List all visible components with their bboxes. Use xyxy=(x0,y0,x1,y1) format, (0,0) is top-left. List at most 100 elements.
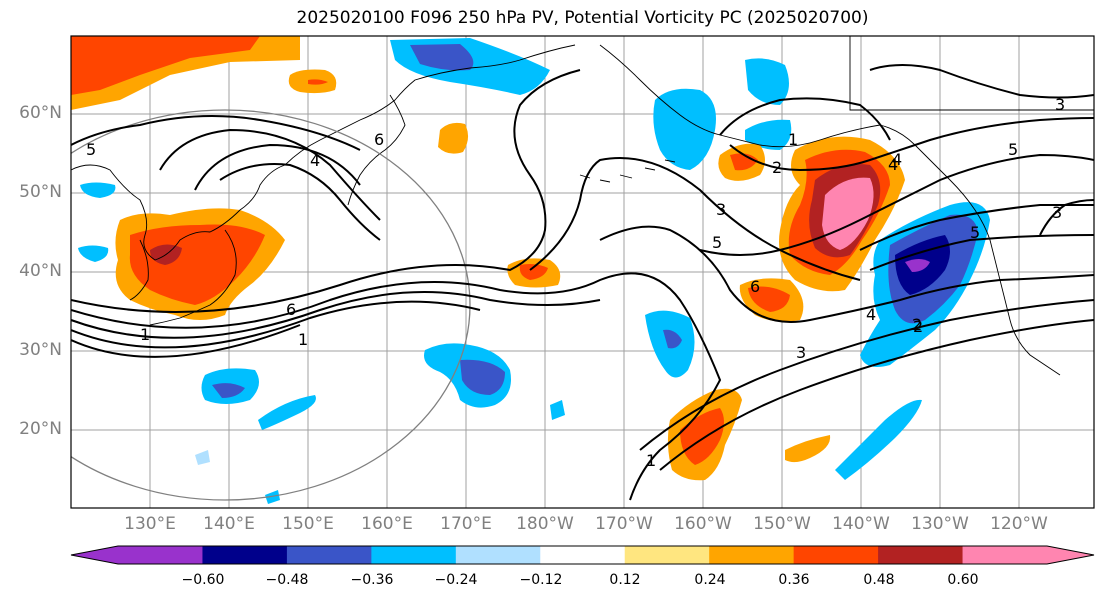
contour-7 xyxy=(159,128,381,221)
anomaly-cold-streak4 xyxy=(550,400,565,420)
anomaly-warm-small-core xyxy=(308,79,328,85)
anomaly-warm-streak xyxy=(785,435,831,463)
contour-label: 1 xyxy=(646,451,656,470)
anomaly-cold-west2 xyxy=(78,245,109,262)
contour-label: 6 xyxy=(374,130,384,149)
anomaly-warm-northwest-core xyxy=(71,36,260,95)
pv-contours xyxy=(71,64,1094,501)
anomaly-cold-aleutian2 xyxy=(745,58,789,105)
contour-label: 4 xyxy=(888,155,898,174)
colorbar-tick-label: −0.48 xyxy=(265,572,309,588)
anomaly-cold-streak3 xyxy=(265,490,280,504)
contour-label: 5 xyxy=(970,223,980,242)
contour-label: 2 xyxy=(772,158,782,177)
contour-label: 1 xyxy=(298,330,308,349)
anomaly-warm-pac-core xyxy=(748,286,790,312)
contour-17 xyxy=(859,204,1094,251)
contour-13 xyxy=(659,319,1094,471)
lat-label: 30°N xyxy=(19,340,62,360)
lon-label: 150°E xyxy=(282,514,334,534)
anomaly-cold-small1-core xyxy=(212,383,245,398)
colorbar-tick-label: 0.24 xyxy=(694,572,726,588)
lon-label: 160°E xyxy=(361,514,413,534)
contour-labels: 5 4 6 6 1 1 2 3 4 5 3 5 3 1 2 4 5 6 4 3 … xyxy=(86,95,1065,470)
contour-12 xyxy=(639,299,1094,451)
contour-2 xyxy=(71,291,601,339)
anomaly-cold-mid-core xyxy=(663,329,682,349)
contour-label: 6 xyxy=(750,277,760,296)
colorbar-tick-label: 0.60 xyxy=(947,572,979,588)
contour-label: 5 xyxy=(86,140,96,159)
contour-label: 4 xyxy=(892,150,902,169)
lat-label: 50°N xyxy=(19,182,62,202)
lon-label: 150°W xyxy=(753,514,811,534)
contour-1 xyxy=(71,272,722,501)
lat-label: 40°N xyxy=(19,261,62,281)
anomaly-cold-streak1 xyxy=(258,395,316,430)
contour-label: 3 xyxy=(716,200,726,219)
anomaly-cold-west1 xyxy=(80,182,116,198)
contour-label: 6 xyxy=(286,300,296,319)
coast-asia xyxy=(71,44,576,261)
pv-anomaly-fills xyxy=(71,36,990,504)
contour-label: 1 xyxy=(788,130,798,149)
lon-label: 120°W xyxy=(990,514,1048,534)
coast-canada xyxy=(849,36,1094,111)
contour-label: 2 xyxy=(913,317,923,336)
colorbar-tick-label: −0.36 xyxy=(350,572,394,588)
lon-label: 180°W xyxy=(516,514,574,534)
anomaly-warm-dateline-core xyxy=(519,264,548,280)
lat-label: 20°N xyxy=(19,419,62,439)
anomaly-cold-streak2 xyxy=(195,450,210,465)
contour-11 xyxy=(599,225,1094,323)
contour-label: 5 xyxy=(712,233,722,252)
contour-4 xyxy=(71,324,301,358)
contour-18 xyxy=(869,234,1094,271)
colorbar-tick-label: 0.48 xyxy=(863,572,895,588)
colorbar-tick-label: −0.12 xyxy=(519,572,563,588)
colorbar-tick-label: 0.12 xyxy=(609,572,641,588)
lon-label: 140°W xyxy=(832,514,890,534)
map-title: 2025020100 F096 250 hPa PV, Potential Vo… xyxy=(296,8,869,28)
contour-label: 5 xyxy=(1008,140,1018,159)
anomaly-cold-streak5 xyxy=(835,399,922,480)
coast-korea xyxy=(129,239,149,301)
contour-8 xyxy=(219,163,381,241)
lon-label: 170°E xyxy=(440,514,492,534)
map-frame xyxy=(70,35,1095,509)
contour-label: 3 xyxy=(796,343,806,362)
range-circle xyxy=(71,109,471,501)
contour-15 xyxy=(719,97,891,141)
contour-19 xyxy=(869,64,1094,99)
contour-label: 4 xyxy=(866,305,876,324)
contour-14 xyxy=(699,153,1094,256)
contour-16 xyxy=(729,117,1094,172)
anomaly-warm-japan-core xyxy=(129,224,265,305)
contour-label: 2 xyxy=(912,315,922,334)
lon-label: 160°W xyxy=(674,514,732,534)
lon-label: 140°E xyxy=(203,514,255,534)
lon-label: 130°W xyxy=(911,514,969,534)
contour-3 xyxy=(71,300,481,349)
lat-label: 60°N xyxy=(19,103,62,123)
anomaly-cold-north-core xyxy=(410,44,474,71)
colorbar-tick-label: −0.60 xyxy=(181,572,225,588)
coast-japan xyxy=(149,229,237,326)
lon-label: 170°W xyxy=(595,514,653,534)
contour-label: 3 xyxy=(1055,95,1065,114)
anomaly-warm-gulf2-core xyxy=(730,153,758,171)
anomaly-warm-small2 xyxy=(438,122,469,154)
anomaly-cold-aleutian xyxy=(653,88,716,170)
contour-label: 1 xyxy=(140,325,150,344)
anomaly-cold-aleutian3 xyxy=(745,119,792,150)
contour-9 xyxy=(194,143,361,191)
colorbar-tick-label: −0.24 xyxy=(434,572,478,588)
contour-5 xyxy=(71,69,581,313)
contour-6 xyxy=(71,115,361,151)
coast-na-west xyxy=(999,279,1061,376)
contour-label: 3 xyxy=(1052,203,1062,222)
contour-10 xyxy=(529,157,861,281)
contour-20 xyxy=(1039,199,1094,236)
contour-label: 4 xyxy=(310,151,320,170)
